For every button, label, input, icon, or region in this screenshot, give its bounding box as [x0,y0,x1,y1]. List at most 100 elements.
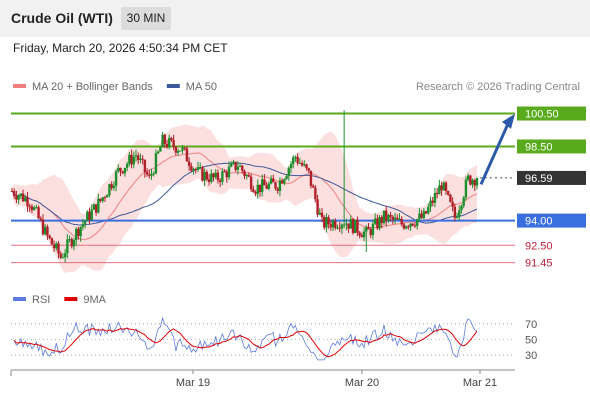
candle-body-131 [300,162,304,166]
candle-body-32 [81,223,85,227]
timeframe-badge[interactable]: 30 MIN [121,7,171,30]
candle-body-158 [360,235,364,238]
level-box-100.50 [517,106,586,121]
candle-body-10 [32,207,36,210]
candle-body-193 [438,185,441,195]
forecast-arrow-head [502,113,515,129]
candle-body-58 [139,158,142,161]
candle-body-8 [28,206,31,208]
legend-swatch-1 [13,84,26,88]
candle-body-5 [21,193,25,202]
candle-body-1 [13,191,16,196]
candle-body-157 [358,232,361,236]
candle-body-173 [393,217,397,220]
candle-body-33 [83,220,87,224]
candle-body-88 [205,171,209,180]
candle-body-12 [37,207,40,219]
candle-body-184 [418,213,421,220]
candle-body-160 [365,227,368,232]
candle-body-125 [287,168,290,177]
candle-body-87 [203,171,206,181]
candle-body-50 [121,171,124,174]
candle-body-132 [303,164,306,166]
candle-body-16 [46,226,49,236]
candle-body-14 [41,219,45,235]
candle-body-108 [249,176,253,190]
level-label-94.00: 94.00 [525,216,553,228]
candle-body-27 [70,239,73,247]
candle-body-119 [274,182,277,189]
candle-body-25 [66,239,69,254]
candle-body-57 [137,155,140,161]
candle-body-141 [323,216,326,228]
candle-body-210 [475,177,479,186]
candle-body-143 [327,217,330,225]
candle-body-101 [234,161,237,170]
candle-body-113 [261,179,264,192]
candle-body-82 [192,168,195,171]
candle-body-51 [123,167,127,174]
candle-body-44 [108,184,111,196]
candle-body-76 [179,150,182,152]
candle-body-38 [94,204,98,213]
candle-body-95 [221,171,224,183]
title-bar: Crude Oil (WTI) 30 MIN [0,0,590,37]
candle-body-92 [214,172,217,178]
candle-body-53 [128,154,131,164]
candle-body-117 [269,178,273,184]
candle-body-134 [307,168,310,171]
candle-body-155 [354,219,357,234]
candle-body-100 [232,161,235,164]
candle-body-52 [125,163,129,168]
level-box-98.50 [517,139,586,154]
candle-body-61 [145,172,149,175]
rsi-tick-70: 70 [525,319,537,331]
candle-body-94 [218,180,222,183]
candle-body-205 [464,179,468,198]
candle-body-182 [413,225,417,227]
candle-body-176 [400,218,403,225]
candle-body-6 [24,197,27,202]
candle-body-183 [416,219,419,226]
candle-body-78 [183,147,186,149]
candle-body-24 [63,253,67,258]
candle-body-15 [44,226,47,235]
candle-body-84 [196,167,200,170]
candle-body-26 [68,239,71,241]
candle-body-2 [15,195,18,200]
candle-body-85 [199,167,202,169]
candle-body-114 [263,179,266,186]
candle-body-54 [130,154,133,165]
candle-body-196 [444,182,448,192]
candle-body-175 [398,218,401,220]
candle-body-121 [278,180,282,191]
candle-body-81 [190,165,193,171]
candle-body-145 [331,220,335,228]
candle-body-187 [424,211,428,214]
level-box-94.00 [517,213,586,228]
legend-swatch-2 [166,84,180,88]
candle-body-191 [433,192,437,203]
candle-body-106 [245,175,248,177]
candle-body-30 [77,228,80,237]
level-label-91.45: 91.45 [525,258,553,270]
candle-body-20 [55,243,58,249]
candle-body-109 [252,189,255,193]
candle-body-204 [462,197,465,206]
candle-body-73 [172,139,175,147]
candle-body-195 [442,182,445,191]
rsi-legend-label-2: 9MA [83,294,106,306]
candle-body-165 [376,218,379,229]
candle-body-86 [201,167,204,181]
candle-body-28 [72,240,76,247]
candle-body-29 [75,228,78,241]
rsi-legend-swatch-2 [64,297,78,301]
candle-body-133 [305,164,308,169]
candle-body-66 [156,151,160,154]
candle-body-188 [427,207,430,214]
candle-body-181 [411,223,414,226]
candle-body-201 [455,216,459,218]
candle-body-202 [458,210,461,217]
rsi-ma-line [13,327,478,358]
candle-body-3 [17,195,20,200]
